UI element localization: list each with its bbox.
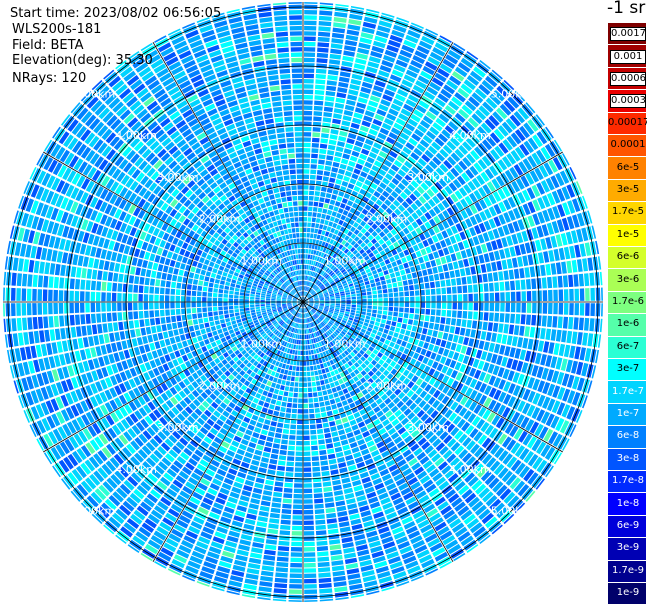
azimuth-spoke <box>302 301 454 563</box>
nrays-label: NRays: 120 <box>12 71 87 86</box>
colorbar-level-label: 1.7e-5 <box>611 206 645 218</box>
colorbar-level: 0.0006 <box>607 66 647 91</box>
colorbar-level-label: 1e-6 <box>616 318 640 330</box>
range-ring-label: 2.00km <box>199 213 241 226</box>
colorbar-level: 1e-5 <box>607 223 647 247</box>
range-ring-label: 4.00km <box>449 463 491 476</box>
range-ring-label: 3.00km <box>157 171 199 184</box>
range-ring-label: 3.00km <box>157 421 199 434</box>
colorbar-level: 6e-5 <box>607 156 647 180</box>
colorbar-level-label: 0.0001 <box>610 139 646 151</box>
colorbar-level-label: 6e-7 <box>616 340 640 352</box>
range-grid <box>3 2 603 602</box>
colorbar-level-label: 3e-6 <box>616 273 640 285</box>
colorbar-level: 6e-8 <box>607 425 647 449</box>
colorbar-level-label: 0.0003 <box>610 94 646 109</box>
range-ring-label: 2.00km <box>366 213 408 226</box>
colorbar-level: 1e-9 <box>607 582 647 606</box>
colorbar-level: 3e-6 <box>607 268 647 292</box>
range-ring-label: 5.00km <box>74 87 116 100</box>
radar-rays <box>3 2 603 602</box>
colorbar-level: 1e-6 <box>607 313 647 337</box>
colorbar-level: 3e-7 <box>607 358 647 382</box>
colorbar-level: 6e-9 <box>607 514 647 539</box>
range-ring-label: 3.00km <box>407 171 449 184</box>
range-ring-label: 3.00km <box>407 421 449 434</box>
instrument-label: WLS200s-181 <box>12 22 102 37</box>
colorbar-level-label: 0.0006 <box>610 71 646 86</box>
colorbar-level-label: 1e-7 <box>616 407 640 419</box>
colorbar-level-label: 6e-9 <box>616 519 640 531</box>
colorbar-level: 1e-8 <box>607 492 647 516</box>
colorbar-unit-title: -1 sr <box>607 0 646 18</box>
colorbar-level: 0.001 <box>607 44 647 68</box>
range-ring-label: 5.00km <box>491 87 533 100</box>
elevation-label: Elevation(deg): 35.30 <box>12 53 153 68</box>
colorbar-level-label: 3e-7 <box>616 363 640 375</box>
colorbar-level-label: 3e-8 <box>616 452 640 464</box>
colorbar-level: 1.7e-8 <box>607 470 647 494</box>
colorbar-level-label: 3e-5 <box>616 183 640 195</box>
azimuth-spoke <box>42 301 304 453</box>
colorbar-level-label: 1.7e-6 <box>611 295 645 307</box>
colorbar-level: 1.7e-9 <box>607 559 647 583</box>
range-ring-label: 1.00km <box>324 338 366 351</box>
range-ring-label: 4.00km <box>449 129 491 142</box>
field-label: Field: BETA <box>12 38 84 53</box>
colorbar-level-label: 1e-5 <box>616 228 640 240</box>
azimuth-spoke <box>152 301 304 563</box>
range-ring-label: 1.00km <box>240 338 282 351</box>
colorbar-level-label: 1e-9 <box>616 587 640 599</box>
colorbar-level-label: 6e-5 <box>616 161 640 173</box>
colorbar-level-label: 1.7e-7 <box>611 385 645 397</box>
colorbar-level: 0.0003 <box>607 89 647 113</box>
range-ring-label: 4.00km <box>115 129 157 142</box>
colorbar-level-label: 0.001 <box>610 49 646 64</box>
azimuth-spoke <box>302 151 564 303</box>
azimuth-spoke <box>42 151 304 303</box>
range-ring-label: 1.00km <box>324 254 366 267</box>
colorbar-level: 6e-6 <box>607 246 647 270</box>
colorbar-level: 6e-7 <box>607 335 647 359</box>
colorbar-level: 1.7e-5 <box>607 201 647 225</box>
azimuth-spoke <box>302 301 564 453</box>
range-ring-label: 2.00km <box>199 379 241 392</box>
colorbar-level-label: 1.7e-8 <box>611 475 645 487</box>
colorbar-level-label: 3e-9 <box>616 542 640 554</box>
range-ring-label: 1.00km <box>240 254 282 267</box>
range-ring-label: 5.00km <box>74 505 116 518</box>
start-time-label: Start time: 2023/08/02 06:56:05 <box>10 6 222 21</box>
colorbar-level: 3e-5 <box>607 178 647 203</box>
colorbar-level-label: 1e-8 <box>616 497 640 509</box>
azimuth-spoke <box>302 41 454 303</box>
colorbar-level-label: 0.0017 <box>610 27 646 42</box>
range-ring-label: 4.00km <box>115 463 157 476</box>
colorbar-level-label: 6e-6 <box>616 251 640 263</box>
colorbar-level: 3e-8 <box>607 447 647 471</box>
range-ring-labels: 1.00km 1.00km 1.00km 1.00km 2.00km 2.00km 2.00… <box>74 87 533 517</box>
colorbar-level: 3e-9 <box>607 537 647 561</box>
colorbar-level: 0.00017 <box>607 111 647 135</box>
range-ring-label: 5.00km <box>491 505 533 518</box>
colorbar-level: 0.0001 <box>607 134 647 158</box>
colorbar-level-label: 1.7e-9 <box>611 564 645 576</box>
colorbar-level: 1e-7 <box>607 402 647 427</box>
colorbar-level-label: 0.00017 <box>608 116 647 128</box>
colorbar-level: 1.7e-7 <box>607 380 647 404</box>
colorbar-level: 1.7e-6 <box>607 290 647 315</box>
colorbar-level: 0.0017 <box>607 22 647 46</box>
range-ring-label: 2.00km <box>366 379 408 392</box>
colorbar-level-label: 6e-8 <box>616 430 640 442</box>
azimuth-spoke <box>152 41 304 303</box>
